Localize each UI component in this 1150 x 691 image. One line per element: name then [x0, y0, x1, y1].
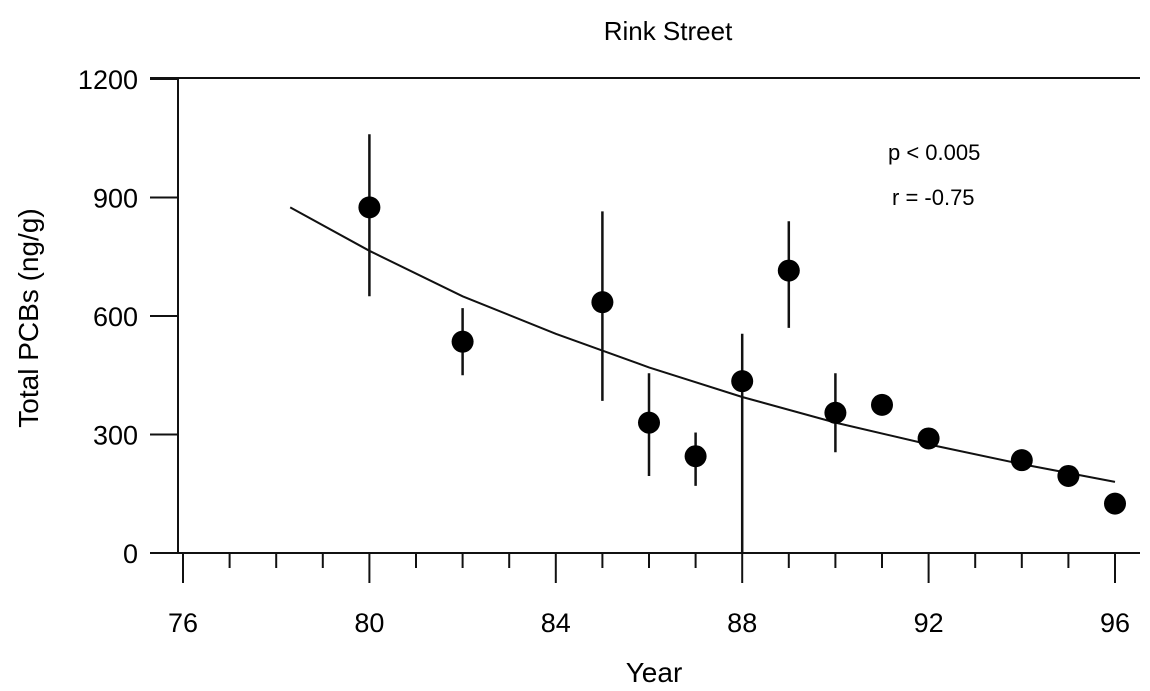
- data-point: [731, 370, 754, 393]
- x-axis-ticks: 76 80 84 88 92 96: [168, 553, 1130, 638]
- x-tick-label: 88: [727, 608, 757, 638]
- y-tick-label: 600: [93, 302, 138, 332]
- y-tick-label: 0: [123, 539, 138, 569]
- x-axis-label: Year: [626, 657, 683, 688]
- data-point: [591, 291, 614, 314]
- x-tick-label: 92: [914, 608, 944, 638]
- data-point: [451, 330, 474, 353]
- y-axis-label: Total PCBs (ng/g): [13, 208, 44, 427]
- r-value-annotation: r = -0.75: [892, 185, 975, 210]
- data-point: [1010, 449, 1033, 472]
- x-tick-label: 96: [1100, 608, 1130, 638]
- data-point: [917, 427, 940, 450]
- data-point: [1057, 464, 1080, 487]
- x-tick-label: 80: [354, 608, 384, 638]
- fit-curve: [289, 206, 1116, 483]
- y-tick-label: 900: [93, 184, 138, 214]
- data-points-layer: [358, 134, 1126, 553]
- fit-curve-layer: [289, 206, 1116, 483]
- plot-frame: [150, 77, 1140, 554]
- data-point: [358, 196, 381, 219]
- data-point: [1104, 492, 1126, 515]
- y-axis-ticks: 0 300 600 900 1200: [78, 65, 178, 569]
- x-tick-label: 76: [168, 608, 198, 638]
- chart-title: Rink Street: [604, 16, 733, 46]
- data-point: [684, 445, 707, 468]
- data-point: [638, 411, 660, 434]
- x-tick-label: 84: [541, 608, 571, 638]
- data-point: [777, 259, 800, 282]
- data-point: [824, 401, 847, 424]
- p-value-annotation: p < 0.005: [888, 140, 980, 165]
- y-tick-label: 300: [93, 421, 138, 451]
- y-tick-label: 1200: [78, 65, 138, 95]
- data-point: [871, 393, 893, 416]
